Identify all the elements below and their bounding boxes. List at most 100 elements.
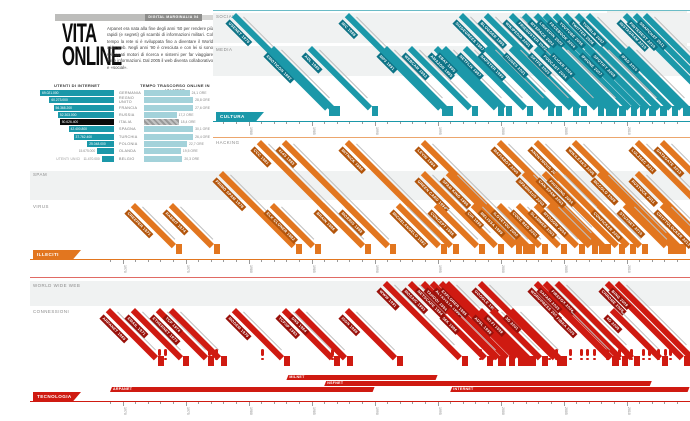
event-ribbon-foot [674, 244, 681, 254]
axis-year-label: 1990 [374, 127, 379, 135]
user-bar: 42.400.800 [68, 126, 114, 133]
users-bar-cell: 52.303.000 [40, 111, 114, 118]
band-tag-tecnologia: TECNOLOGIA [33, 392, 81, 401]
event-ribbon-foot [683, 356, 690, 366]
event-ribbon-foot [333, 106, 340, 116]
axis-year-label: 2000 [500, 265, 505, 273]
milestone-pin [669, 349, 673, 356]
event-ribbon-foot [329, 106, 335, 116]
axis-year-label: 1975 [185, 265, 190, 273]
axis-tick [362, 122, 363, 124]
country-label: TURCHIA [119, 134, 138, 139]
row-label-connessioni: CONNESSIONI [33, 309, 70, 314]
event-ribbon-foot [221, 356, 227, 366]
axis-tick [135, 402, 137, 404]
chart-row: 52.303.000 RUSSIA 17,2 ORE [40, 111, 212, 118]
axis-tick [601, 402, 603, 404]
axis-tick [588, 260, 590, 262]
axis-year-label: 1980 [248, 127, 253, 135]
axis-tick [261, 260, 263, 262]
axis-tick [538, 260, 540, 262]
user-bar: 37.762.400 [73, 133, 114, 140]
axis-tick [299, 122, 300, 124]
axis-year-label: 1985 [311, 265, 316, 273]
milestone-pin [624, 349, 628, 356]
event-ribbon-foot [508, 356, 515, 366]
users-value-label: 52.303.000 [59, 112, 77, 117]
row-label-social: SOCIAL [216, 14, 236, 19]
axis-year-label: 2010 [626, 407, 631, 415]
milestone-pin [664, 349, 668, 356]
event-ribbon-foot [397, 356, 404, 366]
milestone-pin [630, 349, 634, 356]
event-ribbon-foot [284, 356, 290, 366]
milestone-pin [579, 349, 583, 356]
axis-tick [248, 260, 250, 264]
axis-tick [374, 402, 376, 406]
milestone-pin-dot [330, 358, 334, 360]
chart-row: 60.273.000 REGNO UNITO 28,8 ORE [40, 96, 212, 104]
country-label: POLONIA [119, 142, 138, 147]
event-ribbon-foot [573, 106, 580, 116]
time-bar [144, 141, 187, 148]
axis-tick [110, 402, 111, 404]
event-ribbon-foot [611, 356, 618, 366]
axis-year-label: 1990 [374, 407, 379, 415]
event-ribbon-foot [453, 244, 460, 254]
axis-tick [374, 260, 376, 264]
band-divider-tecnologia [30, 277, 690, 278]
country-label: SPAGNA [119, 127, 136, 132]
country-label: FRANCIA [119, 105, 138, 110]
page-title: VITA ONLINE [62, 20, 158, 71]
event-ribbon-foot [462, 356, 469, 366]
event-ribbon: RABBIT 1974 [162, 203, 215, 249]
chart-note: UTENTI UNICI [56, 156, 81, 161]
event-ribbon-foot [683, 106, 690, 116]
milestone-pin-dot [641, 358, 645, 360]
event-ribbon-foot [440, 244, 447, 254]
milestone-pin [568, 349, 572, 356]
axis-tick [563, 122, 565, 126]
event-ribbon-foot [447, 106, 454, 116]
user-bar: 60.273.000 [49, 97, 114, 104]
event-ribbon-foot [208, 356, 215, 366]
time-bar-cell: 30,1 ORE [144, 126, 210, 133]
axis-tick [488, 402, 489, 404]
axis-tick [261, 122, 263, 124]
time-value-label: 20,3 ORE [184, 156, 200, 161]
users-bar-cell: 42.400.800 [40, 126, 114, 133]
event-ribbon-foot [556, 356, 563, 366]
time-bar-cell: 20,3 ORE [144, 155, 210, 162]
network-bar-arpanet: ARPANET [110, 387, 375, 392]
axis-tick [299, 402, 300, 404]
axis-tick [311, 122, 313, 126]
users-value-label: 11.470.000 [83, 156, 100, 161]
axis-tick [261, 402, 263, 404]
event-ribbon-foot [581, 106, 587, 116]
axis-year-label: 1970 [122, 265, 127, 273]
event-label: MODEM 1979 [225, 314, 252, 341]
axis-tick [576, 122, 578, 124]
axis-tick [588, 402, 590, 404]
axis-tick [147, 402, 149, 404]
axis-tick [475, 122, 477, 124]
axis-tick [387, 260, 389, 262]
event-label: CCC 1981 [250, 146, 272, 168]
axis-tick [475, 260, 477, 262]
event-ribbon-foot [487, 356, 494, 366]
row-label-media: MEDIA [216, 47, 233, 52]
axis-tick [488, 122, 489, 124]
axis-year-label: 2010 [626, 127, 631, 135]
event-label: BRAIN 1986 [313, 209, 338, 234]
title-line-2: ONLINE [62, 41, 122, 71]
event-ribbon-foot [529, 356, 536, 366]
event-ribbon-foot [371, 106, 378, 116]
event-ribbon-foot [640, 106, 647, 116]
axis-tick [664, 260, 666, 262]
users-value-label: 25.048.000 [89, 142, 106, 147]
internet-users-chart-title: UTENTI DI INTERNET [53, 83, 101, 88]
milestone-pin [157, 349, 161, 356]
axis-year-label: 1975 [185, 407, 190, 415]
axis-year-label: 2000 [500, 127, 505, 135]
